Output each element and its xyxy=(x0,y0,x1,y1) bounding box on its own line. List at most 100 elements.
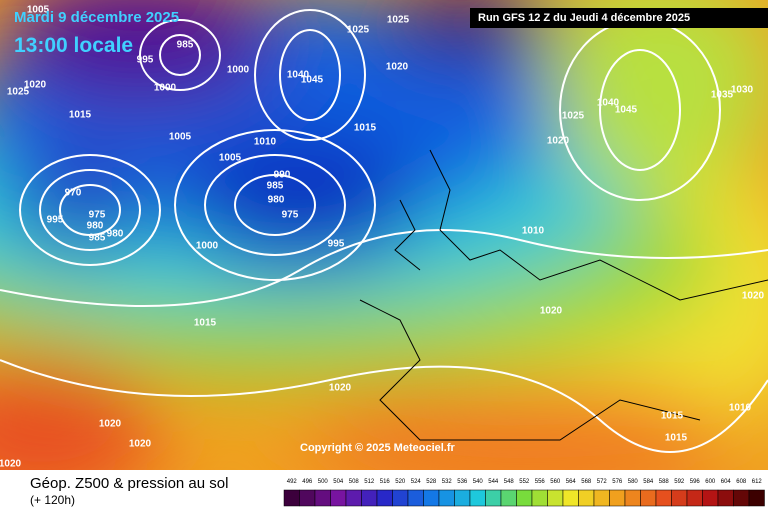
scale-label: 556 xyxy=(535,479,546,485)
scale-label: 532 xyxy=(442,479,453,485)
scale-swatch xyxy=(500,489,517,507)
scale-label: 572 xyxy=(597,479,608,485)
scale-label: 584 xyxy=(643,479,654,485)
scale-swatch xyxy=(593,489,610,507)
isobar-label: 975 xyxy=(282,210,299,221)
isobar-label: 1020 xyxy=(329,383,352,394)
isobar-label: 1020 xyxy=(386,62,409,73)
isobar-label: 1025 xyxy=(387,15,410,26)
scale-label: 596 xyxy=(690,479,701,485)
isobar-label: 1020 xyxy=(99,419,122,430)
scale-label: 544 xyxy=(488,479,499,485)
isobar-label: 1010 xyxy=(522,226,545,237)
isobar-label: 980 xyxy=(268,195,285,206)
isobar-label: 1045 xyxy=(615,105,638,116)
scale-swatch xyxy=(655,489,672,507)
scale-swatch xyxy=(547,489,564,507)
isobar-label: 1000 xyxy=(196,241,219,252)
scale-swatch xyxy=(717,489,734,507)
isobar-label: 1015 xyxy=(194,318,217,329)
isobar-label: 1035 xyxy=(711,90,734,101)
scale-label: 496 xyxy=(302,479,313,485)
scale-label: 580 xyxy=(628,479,639,485)
isobar-label: 1040 xyxy=(597,98,620,109)
scale-label: 500 xyxy=(318,479,329,485)
scale-label: 600 xyxy=(705,479,716,485)
copyright: Copyright © 2025 Meteociel.fr xyxy=(300,442,456,454)
run-info: Run GFS 12 Z du Jeudi 4 décembre 2025 xyxy=(478,12,690,24)
isobar-label: 1040 xyxy=(287,70,310,81)
isobar-label: 1030 xyxy=(731,85,754,96)
scale-label: 576 xyxy=(612,479,623,485)
scale-swatch xyxy=(485,489,502,507)
isobar-label: 1015 xyxy=(665,433,688,444)
scale-swatch xyxy=(516,489,533,507)
scale-swatch xyxy=(671,489,688,507)
scale-label: 604 xyxy=(721,479,732,485)
isobar-label: 1020 xyxy=(0,459,22,470)
scale-label: 564 xyxy=(566,479,577,485)
scale-swatch xyxy=(609,489,626,507)
isobar-label: 1015 xyxy=(354,123,377,134)
footer-title: Géop. Z500 & pression au sol xyxy=(30,475,228,492)
isobar-label: 975 xyxy=(89,210,106,221)
scale-swatch xyxy=(562,489,579,507)
scale-label: 560 xyxy=(550,479,561,485)
isobar-label: 1025 xyxy=(7,87,30,98)
isobar-label: 1015 xyxy=(661,411,684,422)
isobar-lines xyxy=(0,9,768,453)
scale-label: 588 xyxy=(659,479,670,485)
isobar-label: 1020 xyxy=(540,306,563,317)
scale-swatch xyxy=(748,489,765,507)
scale-label: 612 xyxy=(752,479,763,485)
isobar-label: 970 xyxy=(65,188,82,199)
scale-swatch xyxy=(640,489,657,507)
isobar-label: 990 xyxy=(274,170,291,181)
color-scale: 492 496 500 504 508 512 516 520 524 528 532 536 540 5… xyxy=(283,479,765,507)
isobar-label: 1010 xyxy=(254,137,277,148)
valid-date: Mardi 9 décembre 2025 xyxy=(14,9,179,26)
isobar-label: 1020 xyxy=(742,291,765,302)
scale-swatch xyxy=(376,489,393,507)
footer-lead: (+ 120h) xyxy=(30,493,75,507)
scale-swatch xyxy=(314,489,331,507)
isobar-label: 980 xyxy=(107,229,124,240)
scale-swatch xyxy=(702,489,719,507)
isobar-label: 1005 xyxy=(219,153,242,164)
scale-label: 492 xyxy=(287,479,298,485)
scale-swatch xyxy=(454,489,471,507)
scale-swatch xyxy=(299,489,316,507)
isobar-label: 1020 xyxy=(129,439,152,450)
valid-time: 13:00 locale xyxy=(14,34,133,57)
scale-swatch xyxy=(469,489,486,507)
isobar-label: 985 xyxy=(177,40,194,51)
scale-label: 540 xyxy=(473,479,484,485)
scale-label: 528 xyxy=(426,479,437,485)
scale-swatch xyxy=(531,489,548,507)
scale-label: 608 xyxy=(736,479,747,485)
scale-swatch xyxy=(283,489,300,507)
scale-swatch xyxy=(686,489,703,507)
isobar-label: 1005 xyxy=(169,132,192,143)
isobar-label: 995 xyxy=(328,239,345,250)
isobar-label: 995 xyxy=(47,215,64,226)
scale-swatch xyxy=(392,489,409,507)
isobar-label: 985 xyxy=(267,181,284,192)
scale-label: 592 xyxy=(674,479,685,485)
isobar-label: 1000 xyxy=(227,65,250,76)
isobar-label: 1020 xyxy=(547,136,570,147)
isobar-label: 1005 xyxy=(27,5,50,16)
isobar-label: 1045 xyxy=(301,75,324,86)
scale-swatch xyxy=(330,489,347,507)
isobar-label: 995 xyxy=(137,55,154,66)
scale-label: 536 xyxy=(457,479,468,485)
scale-swatch xyxy=(423,489,440,507)
isobar-label: 1015 xyxy=(69,110,92,121)
isobar-label: 1020 xyxy=(24,80,47,91)
isobar-label: 980 xyxy=(87,221,104,232)
scale-label: 516 xyxy=(380,479,391,485)
scale-swatch xyxy=(361,489,378,507)
isobar-label: 1025 xyxy=(562,111,585,122)
